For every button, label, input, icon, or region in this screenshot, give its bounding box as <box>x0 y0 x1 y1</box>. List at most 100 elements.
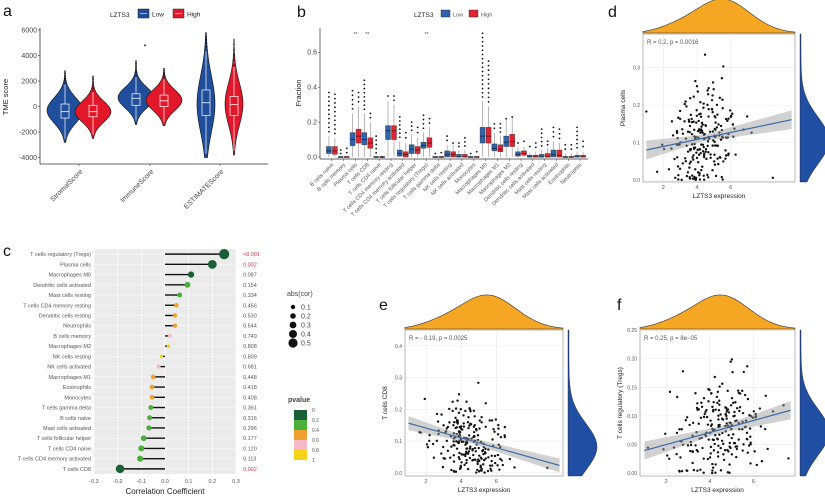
data-point <box>724 430 727 433</box>
data-point <box>721 107 724 110</box>
data-point <box>735 406 739 410</box>
data-point <box>677 116 680 119</box>
outlier-point <box>233 64 235 67</box>
data-point <box>476 434 480 437</box>
box-low <box>397 149 403 157</box>
outlier-point <box>452 142 454 144</box>
data-point <box>714 408 717 411</box>
data-point <box>710 471 714 475</box>
data-point <box>700 121 704 125</box>
box-low <box>444 150 450 158</box>
data-point <box>680 469 684 473</box>
data-point <box>727 152 730 155</box>
data-point <box>673 157 676 161</box>
outlier-point <box>446 135 448 137</box>
y-tick-label: 0.05 <box>627 443 637 449</box>
outlier-point <box>404 136 407 139</box>
data-point <box>691 156 694 159</box>
data-point <box>474 458 477 461</box>
category-label: Mast cells activated <box>43 426 91 432</box>
outlier-point <box>499 127 502 129</box>
pvalue-label: 0.418 <box>243 385 257 391</box>
data-point <box>685 105 688 108</box>
outlier-point <box>564 143 567 146</box>
box-high <box>556 149 563 158</box>
data-point <box>722 160 725 163</box>
data-point <box>686 171 690 174</box>
data-point <box>683 120 686 123</box>
data-point <box>465 461 468 465</box>
data-point <box>492 427 495 431</box>
data-point <box>734 153 737 156</box>
data-point <box>711 144 714 147</box>
data-point <box>503 435 507 439</box>
lollipop-dot <box>147 415 153 421</box>
outlier-point <box>505 117 508 120</box>
data-point <box>448 407 451 411</box>
data-point <box>693 142 696 146</box>
data-point <box>695 85 699 88</box>
data-point <box>711 169 714 172</box>
lollipop-dot <box>149 394 155 400</box>
data-point <box>722 458 726 462</box>
outlier-point <box>546 140 549 143</box>
data-point <box>763 427 767 431</box>
data-point <box>698 178 702 181</box>
data-point <box>706 89 709 92</box>
data-point <box>691 421 695 425</box>
data-point <box>464 450 468 454</box>
box-high <box>497 144 504 152</box>
outlier-point <box>328 91 330 94</box>
data-point <box>702 471 705 474</box>
data-point <box>450 445 453 448</box>
outlier-point <box>576 146 578 149</box>
data-point <box>697 136 700 139</box>
data-point <box>670 147 673 150</box>
data-point <box>689 440 693 444</box>
data-point <box>725 408 729 411</box>
box-high <box>509 134 515 147</box>
data-point <box>750 131 753 134</box>
x-tick-label: 0.2 <box>209 479 217 485</box>
pvalue-label: 0.334 <box>243 293 257 299</box>
x-tick-label: 6 <box>752 479 755 485</box>
plot-area <box>642 33 796 183</box>
data-point <box>455 432 458 436</box>
outlier-point <box>410 121 413 124</box>
data-point <box>696 408 699 412</box>
data-point <box>645 110 648 113</box>
data-point <box>479 456 483 459</box>
data-point <box>456 399 459 402</box>
outlier-point <box>339 149 342 151</box>
outlier-point <box>92 87 94 89</box>
data-point <box>453 470 456 473</box>
x-tick-label: 4 <box>460 479 463 485</box>
data-point <box>497 443 501 446</box>
data-point <box>493 461 497 465</box>
outlier-point <box>487 96 490 99</box>
data-point <box>726 424 730 427</box>
data-point <box>713 127 716 131</box>
data-point <box>694 79 697 83</box>
lollipop-dot <box>207 259 217 269</box>
outlier-point <box>517 142 519 144</box>
outlier-point <box>398 124 401 126</box>
data-point <box>741 449 744 452</box>
data-point <box>713 140 716 144</box>
x-tick-label: 0.3 <box>232 479 240 485</box>
y-tick-label: 0.3 <box>395 376 402 382</box>
data-point <box>713 442 716 446</box>
data-point <box>733 410 736 414</box>
y-tick-label: 0.0 <box>307 154 317 161</box>
data-point <box>713 144 717 147</box>
data-point <box>699 115 703 119</box>
color-legend-label: 1 <box>312 458 315 464</box>
data-point <box>726 389 729 393</box>
data-point <box>465 400 468 403</box>
pvalue-label: 0.087 <box>243 273 257 279</box>
data-point <box>452 432 456 435</box>
color-legend-swatch <box>294 440 307 450</box>
data-point <box>452 454 455 457</box>
data-point <box>496 433 500 436</box>
outlier-point <box>481 66 484 69</box>
